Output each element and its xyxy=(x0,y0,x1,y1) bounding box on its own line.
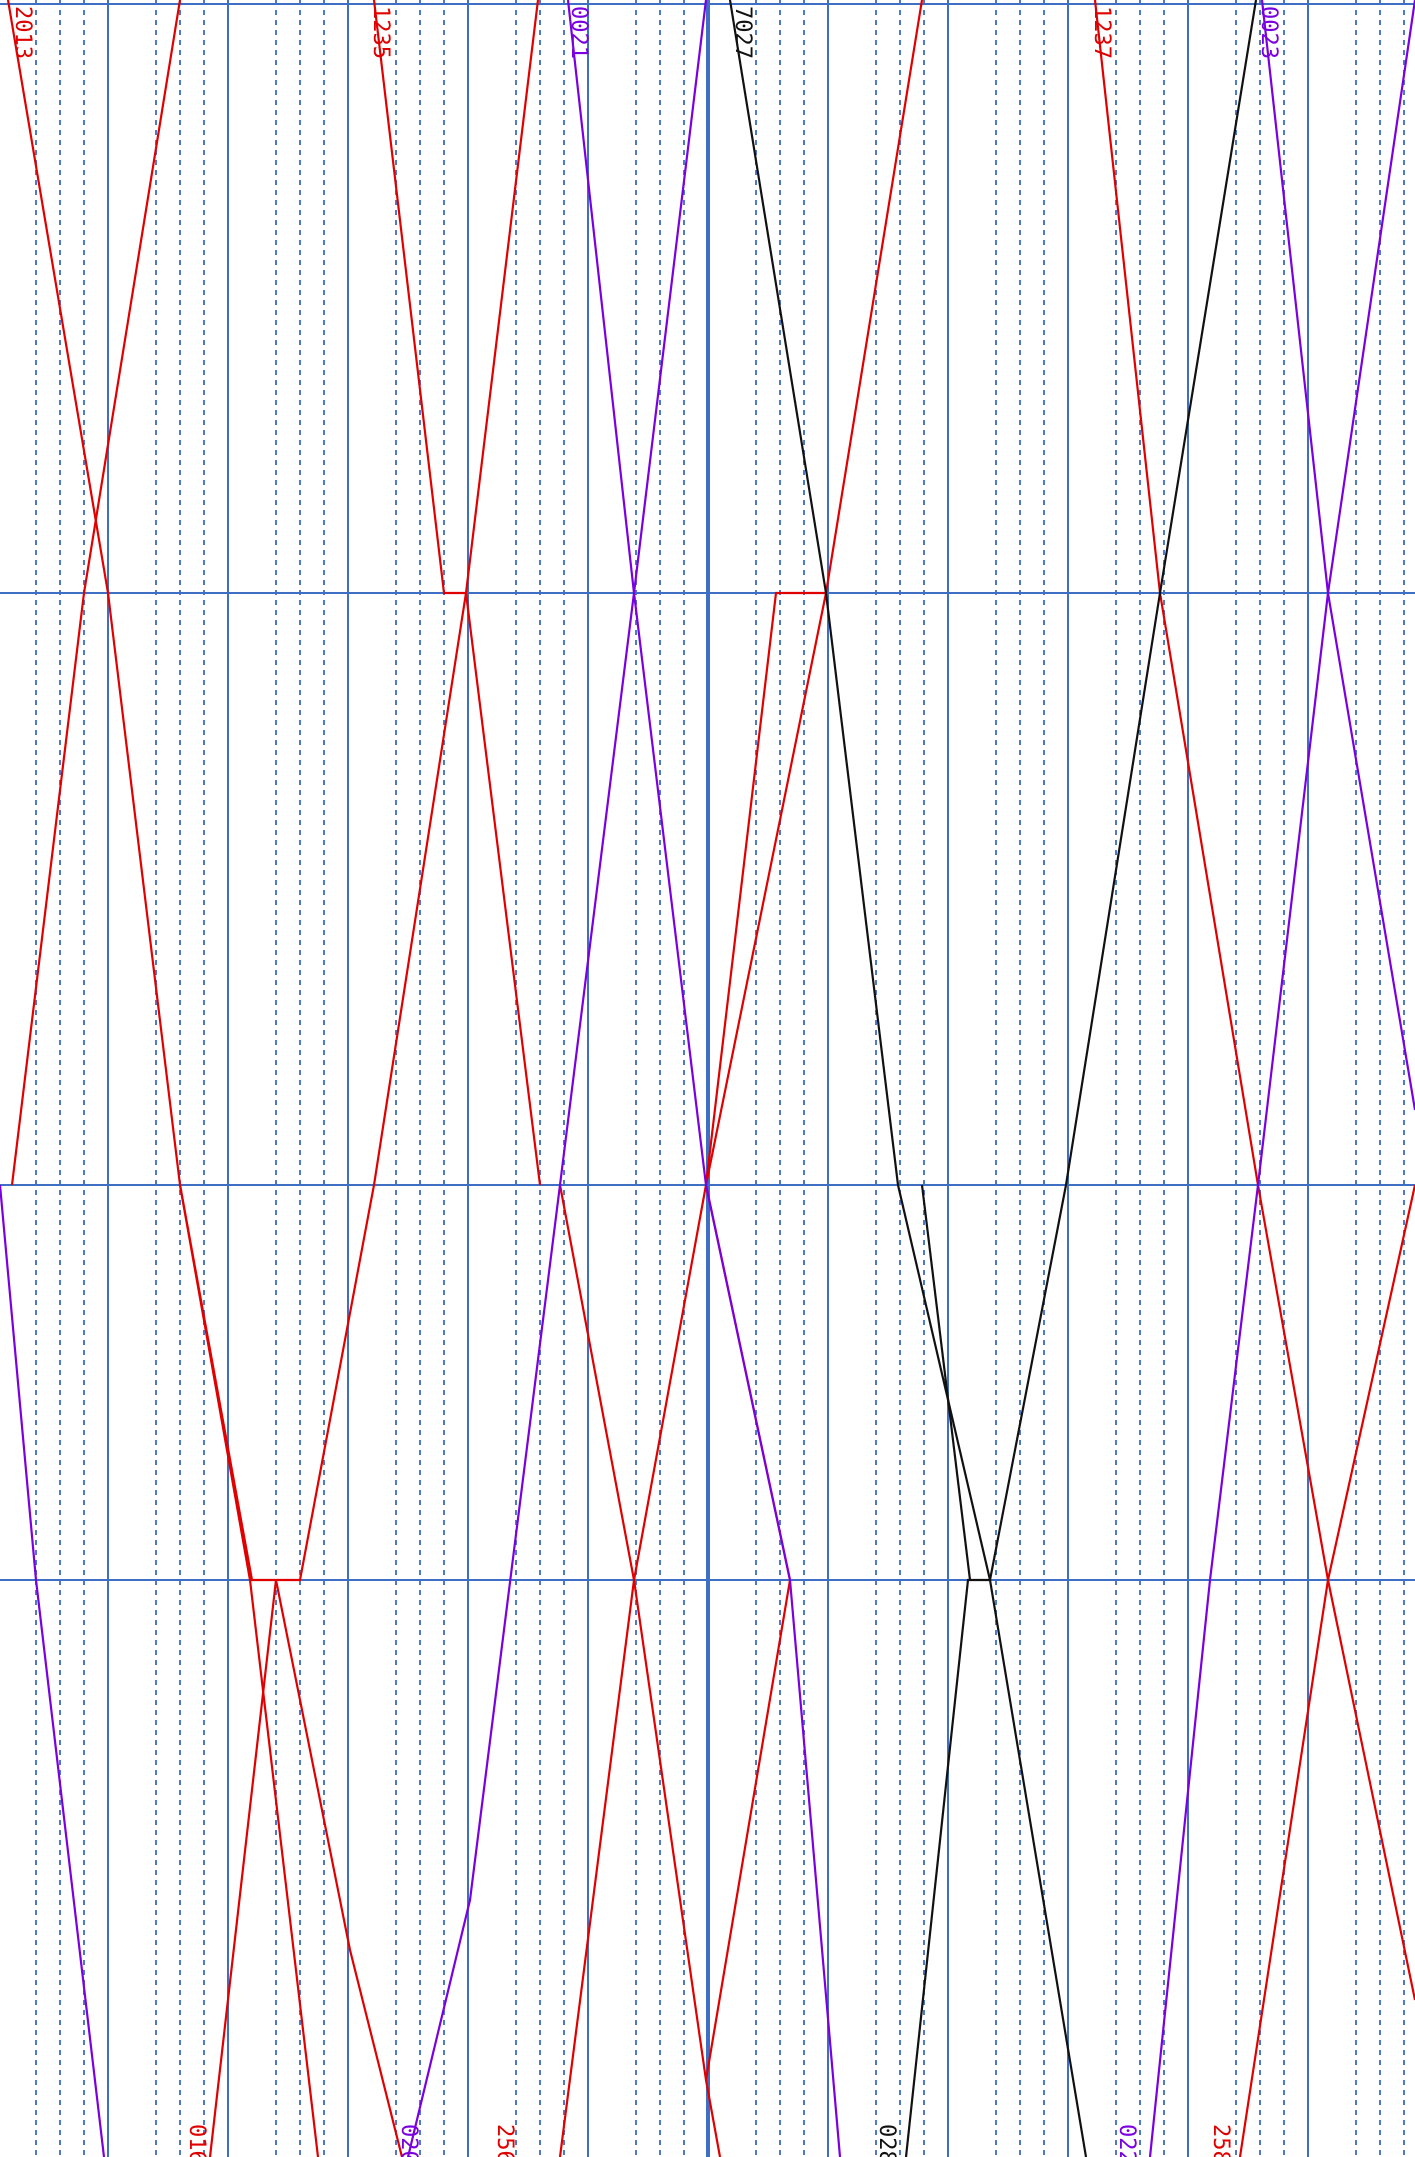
train-label-2013: 2013 xyxy=(10,6,35,59)
train-path xyxy=(1148,0,1330,2157)
train-label-022: 022 xyxy=(1114,2124,1139,2157)
train-label-256: 256 xyxy=(492,2124,517,2157)
train-path xyxy=(208,1579,278,2157)
station-lines xyxy=(0,3,1415,1581)
train-path xyxy=(10,0,182,1186)
train-label-7027: 7027 xyxy=(730,6,755,59)
train-path xyxy=(1326,0,1415,1111)
train-label-1235: 1235 xyxy=(368,6,393,59)
train-path xyxy=(178,0,540,1582)
train-label-020: 020 xyxy=(396,2124,421,2157)
train-label-028: 028 xyxy=(874,2124,899,2157)
train-label-0021: 0021 xyxy=(566,6,591,59)
train-label-1237: 1237 xyxy=(1089,6,1114,59)
train-path xyxy=(406,0,708,2157)
train-path xyxy=(728,0,1088,2157)
train-path xyxy=(704,591,826,1186)
train-path xyxy=(920,1184,972,1581)
train-path xyxy=(566,0,842,2157)
train-path xyxy=(558,1184,708,2081)
train-path xyxy=(372,0,542,1186)
train-path xyxy=(0,1184,106,2157)
train-path xyxy=(1238,1184,1415,2157)
train-label-258: 258 xyxy=(1208,2124,1233,2157)
train-path xyxy=(904,0,1258,2157)
train-label-0023: 0023 xyxy=(1256,6,1281,59)
train-path xyxy=(274,1579,404,2157)
train-number-labels: 2013 1235 0021 7027 1237 0023 016 020 25… xyxy=(10,6,1281,2157)
train-label-016: 016 xyxy=(184,2124,209,2157)
